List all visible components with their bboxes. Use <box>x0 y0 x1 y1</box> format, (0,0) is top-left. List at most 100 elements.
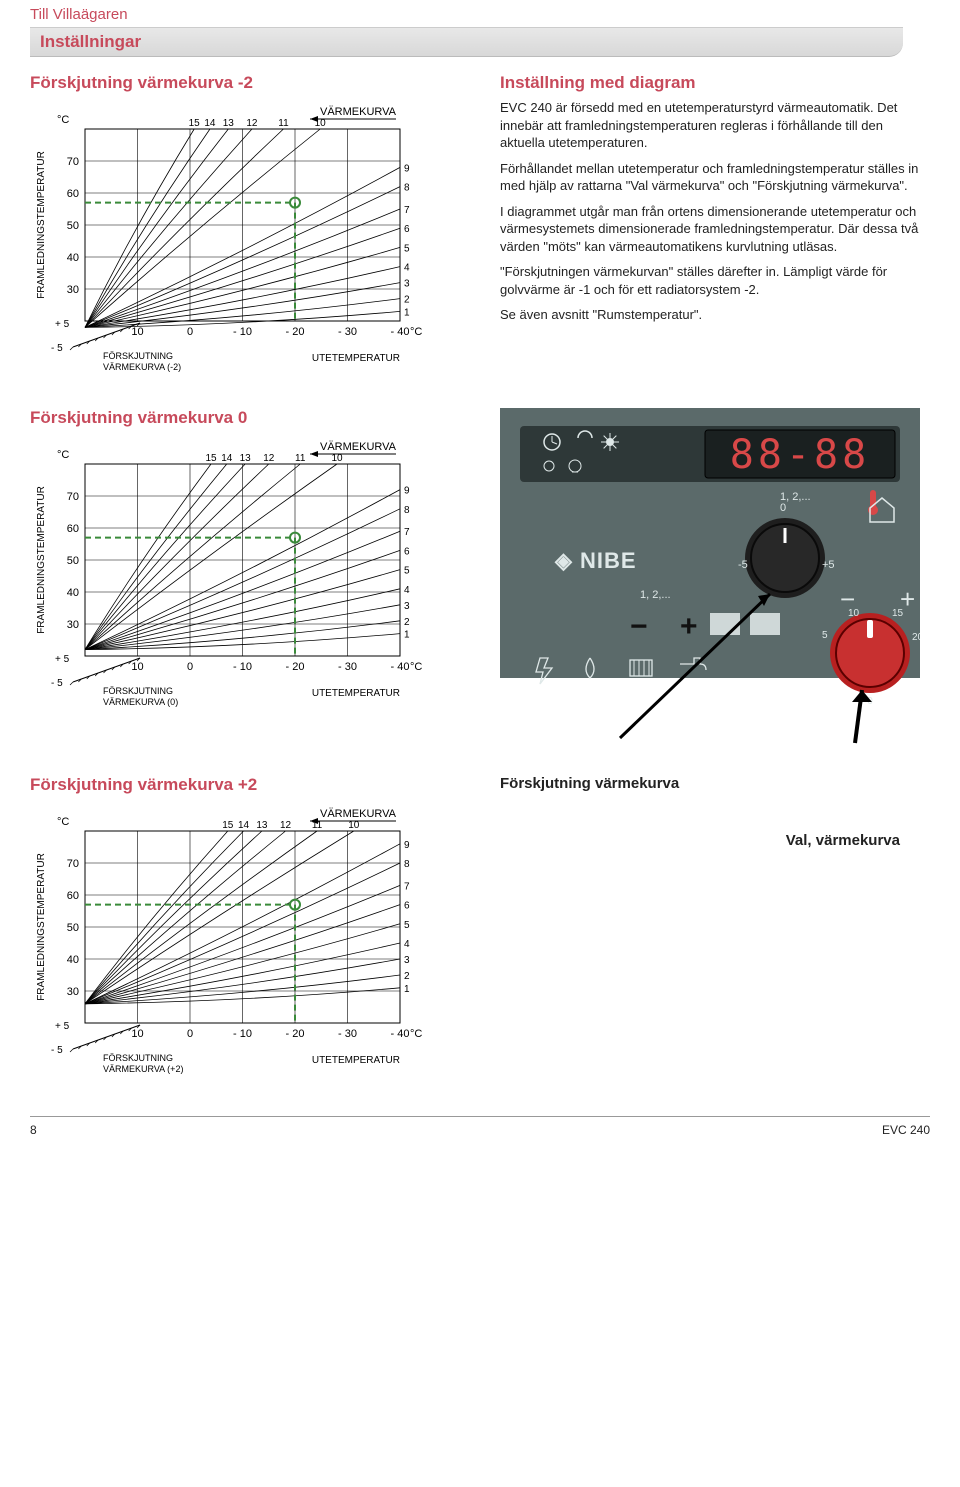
svg-text:- 40: - 40 <box>391 661 410 673</box>
svg-text:°C: °C <box>410 661 422 673</box>
svg-text:UTETEMPERATUR: UTETEMPERATUR <box>312 353 400 364</box>
svg-text:- 20: - 20 <box>286 661 305 673</box>
svg-text:11: 11 <box>278 118 289 129</box>
svg-text:FÖRSKJUTNING: FÖRSKJUTNING <box>103 686 173 696</box>
svg-text:10: 10 <box>848 608 860 619</box>
svg-text:13: 13 <box>256 820 268 831</box>
svg-text:- 5: - 5 <box>51 678 63 689</box>
svg-text:0: 0 <box>187 326 193 338</box>
svg-text:13: 13 <box>223 118 235 129</box>
svg-text:1: 1 <box>404 984 410 995</box>
svg-text:- 30: - 30 <box>338 661 357 673</box>
svg-text:4: 4 <box>404 585 410 596</box>
page-number: 8 <box>30 1123 37 1137</box>
svg-text:6: 6 <box>404 901 410 912</box>
svg-text:- 5: - 5 <box>51 1045 63 1056</box>
svg-text:°C: °C <box>57 816 69 828</box>
paragraph: Förhållandet mellan utetemperatur och fr… <box>500 160 930 195</box>
svg-text:1: 1 <box>404 307 410 318</box>
svg-text:FRAMLEDNINGSTEMPERATUR: FRAMLEDNINGSTEMPERATUR <box>36 486 47 634</box>
svg-text:8: 8 <box>404 505 410 516</box>
svg-text:2: 2 <box>404 617 410 628</box>
svg-text:+5: +5 <box>822 559 835 571</box>
svg-text:- 30: - 30 <box>338 326 357 338</box>
svg-text:VÄRMEKURVA: VÄRMEKURVA <box>320 808 397 820</box>
svg-text:°C: °C <box>57 449 69 461</box>
svg-text:VÄRMEKURVA (+2): VÄRMEKURVA (+2) <box>103 1064 183 1074</box>
callout-forskjutning: Förskjutning värmekurva <box>500 775 930 792</box>
svg-text:+: + <box>680 610 698 643</box>
svg-text:5: 5 <box>822 630 828 641</box>
breadcrumb: Till Villaägaren <box>30 0 930 27</box>
svg-text:- 40: - 40 <box>391 326 410 338</box>
svg-text:12: 12 <box>263 453 275 464</box>
svg-text:20: 20 <box>912 632 920 643</box>
svg-text:40: 40 <box>67 954 79 966</box>
svg-text:UTETEMPERATUR: UTETEMPERATUR <box>312 688 400 699</box>
svg-text:+ 5: + 5 <box>55 319 70 330</box>
svg-text:70: 70 <box>67 491 79 503</box>
svg-text:2: 2 <box>404 971 410 982</box>
svg-text:15: 15 <box>205 453 217 464</box>
svg-text:14: 14 <box>238 820 250 831</box>
control-panel-image: 88-881, 2,...◈ NIBE1, 2,...-50+5−+−+5101… <box>500 408 930 751</box>
svg-text:4: 4 <box>404 939 410 950</box>
svg-text:14: 14 <box>221 453 233 464</box>
svg-text:15: 15 <box>222 820 234 831</box>
svg-text:40: 40 <box>67 587 79 599</box>
svg-text:VÄRMEKURVA (-2): VÄRMEKURVA (-2) <box>103 362 181 372</box>
section-header: Inställningar <box>30 27 903 57</box>
heat-curve-chart-plus2: 3040506070100- 10- 20- 30- 4098765432115… <box>30 803 470 1086</box>
svg-text:10: 10 <box>331 453 343 464</box>
svg-text:15: 15 <box>189 118 201 129</box>
svg-text:VÄRMEKURVA: VÄRMEKURVA <box>320 106 397 118</box>
svg-text:-5: -5 <box>738 559 748 571</box>
svg-text:50: 50 <box>67 555 79 567</box>
svg-text:10: 10 <box>131 1028 143 1040</box>
svg-text:15: 15 <box>892 608 904 619</box>
svg-text:0: 0 <box>187 661 193 673</box>
svg-text:10: 10 <box>131 326 143 338</box>
footer-model: EVC 240 <box>882 1123 930 1137</box>
svg-text:5: 5 <box>404 920 410 931</box>
svg-text:°C: °C <box>410 326 422 338</box>
svg-text:30: 30 <box>67 284 79 296</box>
svg-text:2: 2 <box>404 295 410 306</box>
svg-text:9: 9 <box>404 840 410 851</box>
svg-text:60: 60 <box>67 188 79 200</box>
svg-text:70: 70 <box>67 858 79 870</box>
svg-text:7: 7 <box>404 205 410 216</box>
svg-text:9: 9 <box>404 486 410 497</box>
svg-text:0: 0 <box>780 502 786 514</box>
svg-text:88-88: 88-88 <box>730 432 870 478</box>
svg-text:9: 9 <box>404 163 410 174</box>
svg-text:11: 11 <box>295 453 306 464</box>
svg-text:5: 5 <box>404 566 410 577</box>
svg-text:FRAMLEDNINGSTEMPERATUR: FRAMLEDNINGSTEMPERATUR <box>36 151 47 299</box>
svg-text:12: 12 <box>246 118 258 129</box>
svg-text:6: 6 <box>404 546 410 557</box>
svg-text:FRAMLEDNINGSTEMPERATUR: FRAMLEDNINGSTEMPERATUR <box>36 853 47 1001</box>
svg-text:12: 12 <box>280 820 292 831</box>
svg-text:- 10: - 10 <box>233 661 252 673</box>
svg-text:- 10: - 10 <box>233 326 252 338</box>
svg-text:◈ NIBE: ◈ NIBE <box>554 548 637 573</box>
svg-text:+ 5: + 5 <box>55 654 70 665</box>
svg-text:VÄRMEKURVA: VÄRMEKURVA <box>320 441 397 453</box>
text-heading: Inställning med diagram <box>500 73 930 93</box>
svg-text:50: 50 <box>67 220 79 232</box>
heat-curve-chart-zero: 3040506070100- 10- 20- 30- 4098765432115… <box>30 436 470 719</box>
svg-text:FÖRSKJUTNING: FÖRSKJUTNING <box>103 1053 173 1063</box>
svg-text:50: 50 <box>67 922 79 934</box>
svg-text:°C: °C <box>57 114 69 126</box>
svg-text:3: 3 <box>404 955 410 966</box>
svg-text:60: 60 <box>67 890 79 902</box>
svg-text:30: 30 <box>67 619 79 631</box>
chart-title-3: Förskjutning värmekurva +2 <box>30 775 470 795</box>
svg-text:13: 13 <box>240 453 252 464</box>
svg-text:14: 14 <box>204 118 216 129</box>
callout-val: Val, värmekurva <box>500 832 930 849</box>
heat-curve-chart-minus2: 3040506070100- 10- 20- 30- 4098765432115… <box>30 101 470 384</box>
svg-text:- 20: - 20 <box>286 1028 305 1040</box>
svg-text:30: 30 <box>67 986 79 998</box>
